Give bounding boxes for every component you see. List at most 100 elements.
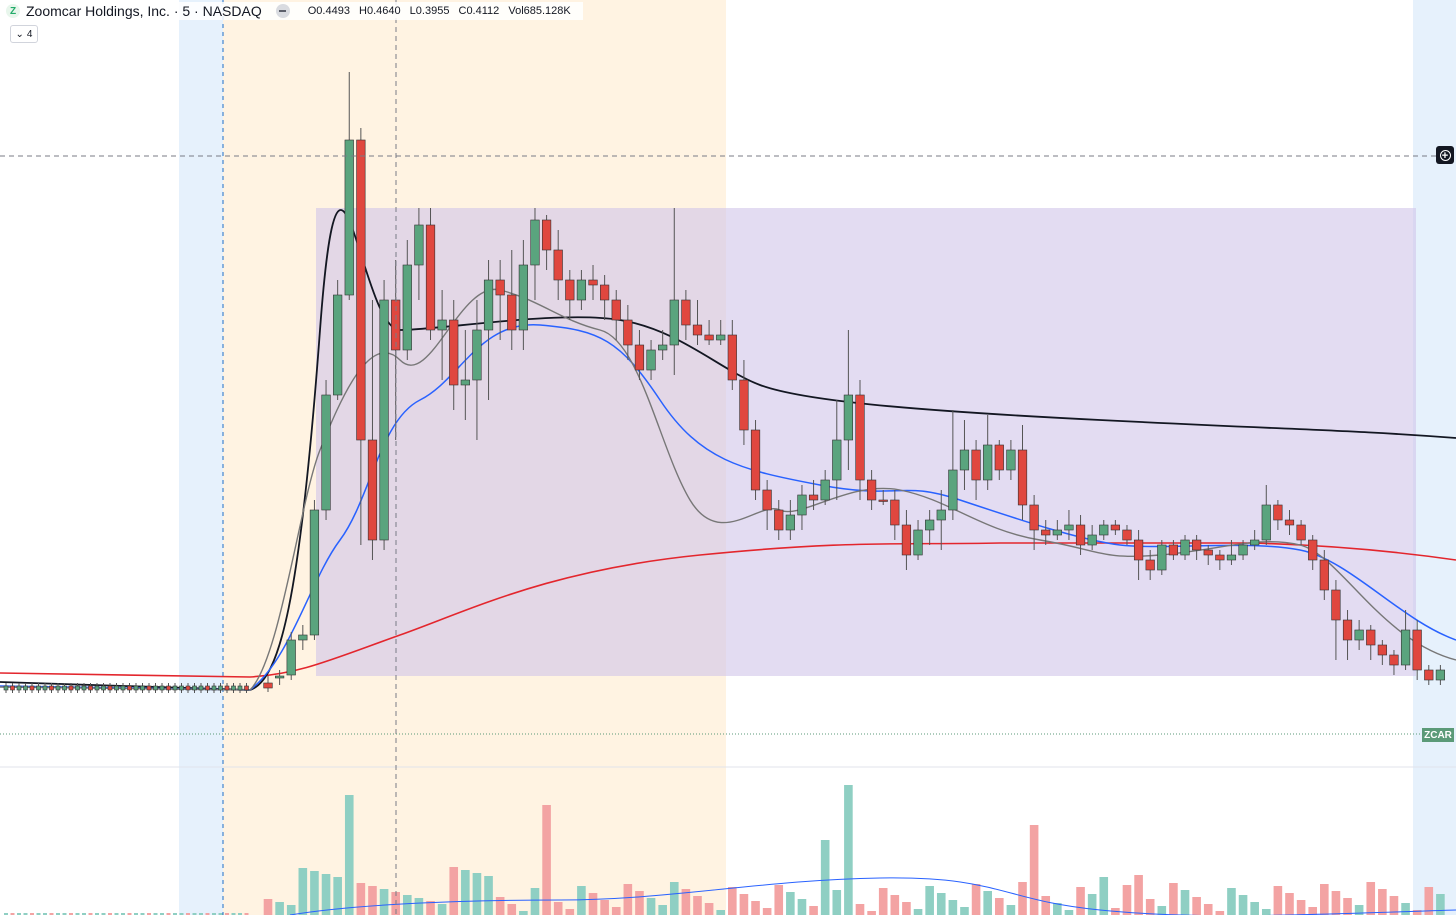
premarket-session-bg: [1413, 0, 1456, 915]
volume-bar: [1354, 905, 1364, 915]
volume-bar: [611, 907, 621, 915]
volume-ma-line: [289, 877, 1456, 915]
candle-body: [1168, 544, 1179, 556]
candle-body: [425, 224, 436, 331]
volume-bar: [379, 889, 389, 915]
candle-body: [1366, 629, 1376, 646]
volume-bar: [1227, 888, 1236, 915]
volume-bar: [1412, 910, 1422, 915]
candle-body: [658, 344, 668, 351]
candle-body: [133, 685, 139, 691]
candle-body: [495, 279, 505, 296]
volume-bar: [1273, 886, 1283, 915]
candle-body: [1435, 669, 1445, 681]
volume-bar: [160, 913, 164, 915]
candle-body: [3, 685, 9, 691]
candle-body: [1099, 524, 1109, 536]
volume-bar: [166, 913, 171, 915]
volume-bar: [344, 795, 354, 915]
volume-bar: [212, 913, 216, 915]
hide-series-icon[interactable]: [275, 4, 290, 18]
candle-body: [669, 299, 679, 346]
candle-body: [81, 685, 87, 691]
volume-bar: [774, 885, 784, 915]
symbol-title[interactable]: Zoomcar Holdings, Inc. · 5 · NASDAQ: [26, 3, 262, 19]
candle-body: [224, 685, 230, 691]
volume-bar: [218, 913, 223, 915]
candle-body: [913, 529, 923, 556]
volume-bar: [1157, 906, 1167, 915]
candle-body: [901, 524, 912, 556]
volume-bar: [542, 805, 551, 915]
volume-bar: [658, 905, 667, 915]
volume-bar: [356, 883, 366, 915]
volume-bar: [1180, 890, 1190, 915]
volume-bar: [565, 909, 575, 915]
candle-body: [88, 685, 93, 691]
candle-body: [530, 219, 540, 266]
candle-body: [1006, 449, 1016, 471]
candle-body: [309, 509, 320, 636]
candle-body: [29, 685, 35, 691]
volume-bar: [127, 913, 132, 915]
candle-body: [483, 279, 494, 331]
volume-bar: [134, 913, 138, 915]
candle-body: [153, 685, 158, 691]
volume-bar: [437, 904, 447, 915]
candle-body: [1331, 589, 1341, 621]
candle-body: [1273, 504, 1283, 521]
volume-bar: [147, 913, 151, 915]
volume-bar: [588, 893, 598, 915]
candle-body: [1145, 559, 1155, 571]
volume-bar: [1401, 903, 1410, 915]
add-alert-button[interactable]: +: [1436, 146, 1454, 164]
volume-bar: [231, 913, 236, 915]
candle-body: [75, 685, 80, 691]
candle-body: [23, 685, 28, 691]
volume-bar: [484, 876, 493, 915]
indicators-toggle[interactable]: ⌄ 4: [10, 25, 38, 43]
candle-body: [146, 685, 152, 691]
candle-body: [1180, 539, 1190, 556]
candle-body: [159, 685, 165, 691]
volume-bar: [1285, 893, 1294, 915]
volume-bar: [1424, 887, 1434, 915]
volume-bar: [4, 913, 8, 915]
candle-body: [1284, 519, 1295, 526]
candle-body: [1308, 539, 1318, 561]
candle-body: [321, 394, 331, 511]
candle-body: [127, 685, 132, 691]
volume-bar: [461, 870, 470, 915]
volume-bar: [310, 871, 319, 915]
volume-bar: [1331, 891, 1341, 915]
candle-body: [518, 264, 528, 331]
candle-body: [68, 685, 74, 691]
candle-body: [185, 685, 191, 691]
volume-bar: [49, 913, 54, 915]
volume-bar: [205, 913, 210, 915]
volume-bar: [30, 913, 34, 915]
candle-body: [855, 394, 865, 481]
volume-bar: [1250, 902, 1259, 915]
candle-body: [948, 469, 958, 511]
volume-bar: [1064, 910, 1074, 915]
close-value: C0.4112: [458, 5, 500, 17]
volume-bar: [1203, 904, 1213, 915]
candle-body: [140, 685, 145, 691]
volume-bar: [333, 877, 342, 915]
volume-bar: [994, 898, 1004, 915]
candle-body: [402, 264, 412, 351]
candle-body: [890, 499, 900, 526]
price-range-box: [316, 208, 1416, 676]
volume-bar: [1238, 895, 1248, 915]
volume-bar: [1006, 905, 1016, 915]
volume-bar: [56, 913, 60, 915]
candle-body: [820, 479, 830, 501]
candles: [3, 72, 1445, 693]
volume-value: Vol685.128K: [508, 5, 571, 17]
candle-body: [785, 514, 795, 531]
candle-body: [1412, 629, 1422, 671]
volume-bar: [101, 913, 106, 915]
candle-body: [646, 349, 656, 371]
